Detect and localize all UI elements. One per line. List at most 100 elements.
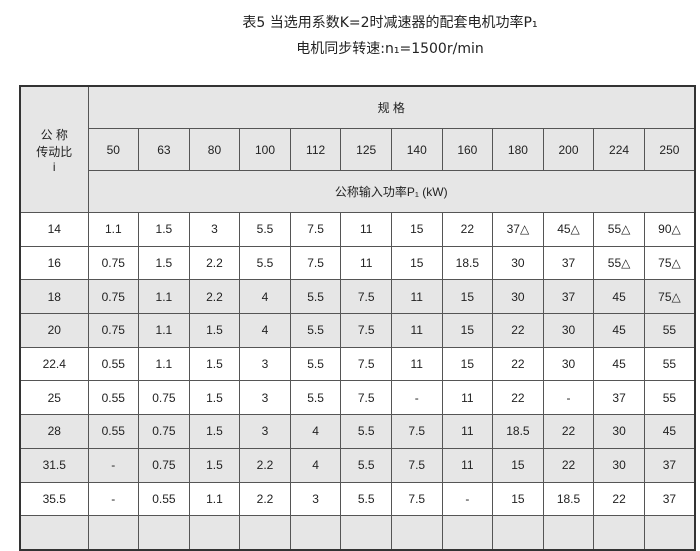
table-title: 表5 当选用系数K=2时减速器的配套电机功率P₁ — [242, 15, 538, 31]
power-cell: 37 — [542, 245, 595, 281]
power-cell: 7.5 — [340, 313, 392, 348]
power-cell: 5.5 — [340, 447, 392, 483]
power-cell: 15 — [441, 279, 494, 315]
power-cell: 7.5 — [390, 414, 443, 449]
power-cell: 30 — [593, 447, 645, 483]
empty-cell — [87, 515, 140, 551]
power-cell: 3 — [188, 212, 241, 247]
power-cell: 0.75 — [138, 414, 190, 449]
unit-header: 公称输入功率P₁ (kW) — [87, 170, 696, 213]
power-cell: 7.5 — [340, 279, 392, 315]
sizes-row: 50 63 80 100 112 125 140 160 180 200 224 250 — [20, 128, 696, 171]
power-cell: 30 — [492, 279, 544, 315]
power-cell: 55 — [643, 380, 696, 416]
power-cell: 75△ — [643, 279, 696, 315]
empty-cell — [542, 515, 595, 551]
size-header-cell: 63 — [138, 128, 190, 171]
power-cell: 11 — [441, 380, 494, 416]
power-cell: 0.75 — [87, 245, 140, 281]
power-cell: 5.5 — [239, 245, 291, 281]
power-cell: 5.5 — [289, 346, 342, 382]
power-cell: 37 — [643, 447, 696, 483]
power-cell: 15 — [390, 245, 443, 281]
empty-cell — [239, 515, 291, 551]
power-cell: 1.1 — [188, 481, 241, 517]
power-cell: 55 — [643, 313, 696, 348]
size-header-cell: 80 — [188, 128, 241, 171]
ratio-cell: 25 — [19, 380, 89, 416]
power-cell: 30 — [542, 346, 595, 382]
power-cell: 0.55 — [87, 346, 140, 382]
empty-cell — [643, 515, 696, 551]
power-cell: 1.1 — [87, 212, 140, 247]
power-cell: 0.75 — [138, 380, 190, 416]
ratio-cell: 31.5 — [19, 447, 89, 483]
power-cell: 18.5 — [542, 481, 595, 517]
power-cell: 22 — [542, 447, 595, 483]
power-cell: 1.5 — [138, 212, 190, 247]
power-cell: 3 — [239, 414, 291, 449]
power-cell: 75△ — [643, 245, 696, 281]
power-cell: 30 — [542, 313, 595, 348]
power-cell: 0.55 — [87, 380, 140, 416]
ratio-cell: 28 — [19, 414, 89, 449]
table-row: 18 0.75 1.1 2.2 4 5.5 7.5 11 15 30 37 45 75△ — [19, 279, 696, 315]
power-cell: - — [390, 380, 443, 416]
power-cell: 22 — [441, 212, 494, 247]
size-header-cell: 100 — [239, 128, 291, 171]
power-cell: 11 — [340, 245, 392, 281]
empty-cell — [441, 515, 494, 551]
ratio-cell: 18 — [19, 279, 89, 315]
power-cell: 3 — [289, 481, 342, 517]
power-cell: 37 — [542, 279, 595, 315]
power-cell: 22 — [542, 414, 595, 449]
power-cell: 1.1 — [138, 279, 190, 315]
power-cell: 5.5 — [340, 414, 392, 449]
power-cell: 15 — [441, 346, 494, 382]
power-cell: 0.75 — [87, 279, 140, 315]
empty-cell — [138, 515, 190, 551]
power-cell: 45△ — [542, 212, 595, 247]
power-cell: 37△ — [492, 212, 544, 247]
power-cell: 2.2 — [239, 481, 291, 517]
power-cell: 30 — [492, 245, 544, 281]
power-cell: 5.5 — [289, 313, 342, 348]
power-cell: 18.5 — [492, 414, 544, 449]
table-row: 16 0.75 1.5 2.2 5.5 7.5 11 15 18.5 30 37 55△ 75△ — [19, 245, 696, 281]
size-header-cell: 140 — [390, 128, 443, 171]
power-cell: 15 — [390, 212, 443, 247]
power-cell: - — [87, 447, 140, 483]
ratio-cell: 14 — [19, 212, 89, 247]
empty-cell — [188, 515, 241, 551]
power-cell: 11 — [441, 414, 494, 449]
power-cell: 5.5 — [289, 380, 342, 416]
table-row: 25 0.55 0.75 1.5 3 5.5 7.5-11 22-37 55 — [19, 380, 696, 416]
table-row: 20 0.75 1.1 1.5 4 5.5 7.5 11 15 22 30 45 55 — [19, 313, 696, 348]
power-cell: 5.5 — [289, 279, 342, 315]
power-cell: 1.5 — [138, 245, 190, 281]
power-cell: 11 — [390, 279, 443, 315]
power-cell: 3 — [239, 380, 291, 416]
power-cell: 1.5 — [188, 313, 241, 348]
power-cell: 7.5 — [289, 245, 342, 281]
table-subtitle: 电机同步转速:n₁=1500r/min — [296, 41, 484, 57]
empty-cell — [390, 515, 443, 551]
size-header-cell: 160 — [441, 128, 494, 171]
power-cell: 7.5 — [289, 212, 342, 247]
power-cell: 2.2 — [239, 447, 291, 483]
power-cell: 45 — [643, 414, 696, 449]
power-cell: 7.5 — [340, 346, 392, 382]
power-cell: 37 — [643, 481, 696, 517]
empty-cell — [492, 515, 544, 551]
table-row: 28 0.55 0.75 1.5 3 4 5.5 7.5 11 18.5 22 30 45 — [19, 414, 696, 449]
power-cell: 11 — [340, 212, 392, 247]
power-cell: 1.5 — [188, 414, 241, 449]
power-cell: 90△ — [643, 212, 696, 247]
power-cell: 4 — [289, 447, 342, 483]
ratio-cell: 20 — [19, 313, 89, 348]
size-header-cell: 250 — [643, 128, 696, 171]
power-cell: 4 — [239, 313, 291, 348]
power-cell: 1.1 — [138, 313, 190, 348]
power-cell: 45 — [593, 279, 645, 315]
power-cell: 0.55 — [138, 481, 190, 517]
